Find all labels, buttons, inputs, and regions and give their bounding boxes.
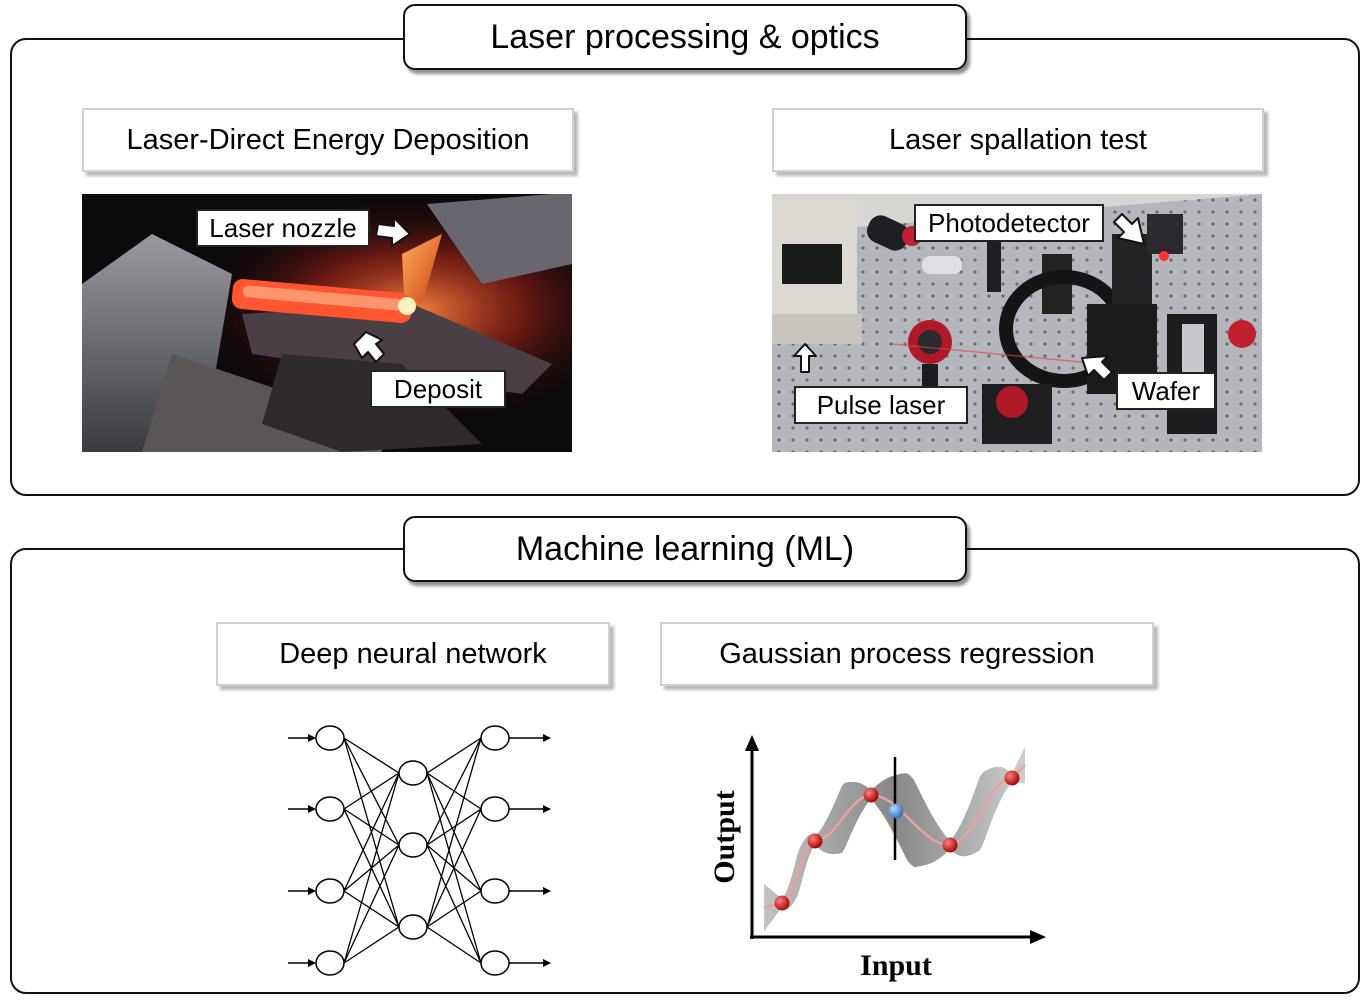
neuron-node [480, 878, 510, 904]
output-arrow-icon [543, 959, 551, 967]
neuron-node [398, 832, 428, 858]
network-connection [426, 808, 482, 846]
observed-data-point [942, 837, 958, 853]
laser-spallation-title: Laser spallation test [772, 108, 1264, 172]
network-connection [343, 772, 400, 810]
arrow-up-icon [353, 331, 385, 363]
neuron-node [480, 796, 510, 822]
network-connection [343, 844, 400, 964]
network-connection [426, 926, 482, 964]
neuron-node [398, 760, 428, 786]
predicted-data-point [888, 803, 904, 819]
gpr-title: Gaussian process regression [660, 622, 1154, 686]
gpr-diagram: Input Output [700, 725, 1060, 995]
arrow-up-icon [793, 343, 817, 373]
observed-data-point [807, 833, 823, 849]
x-axis-label: Input [860, 949, 932, 982]
network-connection [426, 737, 482, 928]
neuron-node [315, 878, 345, 904]
network-connection [343, 808, 400, 846]
machine-learning-title: Machine learning (ML) [403, 516, 967, 582]
network-connection [426, 808, 482, 928]
neuron-node [398, 914, 428, 940]
network-connection [343, 772, 400, 892]
arrow-down-left-icon [1081, 355, 1113, 381]
neuron-node [480, 950, 510, 976]
arrow-right-icon [376, 217, 411, 247]
network-connection [343, 890, 400, 928]
deposit-label: Deposit [370, 370, 506, 408]
laser-ded-title: Laser-Direct Energy Deposition [82, 108, 574, 172]
output-arrow-icon [543, 887, 551, 895]
input-arrow-icon [308, 959, 316, 967]
network-connection [426, 737, 482, 774]
network-connection [343, 772, 400, 964]
y-axis-label: Output [708, 790, 741, 883]
network-connection [426, 737, 482, 846]
network-connection [343, 926, 400, 964]
observed-data-point [774, 895, 790, 911]
dnn-title: Deep neural network [216, 622, 610, 686]
neuron-node [480, 725, 510, 751]
y-axis-arrow-icon [745, 735, 759, 751]
network-connection [343, 737, 400, 774]
observed-data-point [863, 787, 879, 803]
input-arrow-icon [308, 734, 316, 742]
input-arrow-icon [308, 805, 316, 813]
input-arrow-icon [308, 887, 316, 895]
neuron-node [315, 725, 345, 751]
x-axis-arrow-icon [1030, 930, 1046, 944]
laser-nozzle-label: Laser nozzle [196, 209, 370, 247]
laser-processing-title: Laser processing & optics [403, 4, 967, 70]
network-connection [426, 844, 482, 964]
observed-data-point [1004, 770, 1020, 786]
pulse-laser-label: Pulse laser [794, 386, 968, 424]
neuron-node [315, 950, 345, 976]
photodetector-label: Photodetector [914, 204, 1104, 242]
wafer-label: Wafer [1116, 372, 1216, 410]
network-connection [426, 890, 482, 928]
machine-learning-panel [10, 548, 1360, 994]
arrow-down-right-icon [1113, 213, 1145, 245]
output-arrow-icon [543, 734, 551, 742]
neuron-node [315, 796, 345, 822]
output-arrow-icon [543, 805, 551, 813]
neural-network-diagram [280, 715, 551, 980]
